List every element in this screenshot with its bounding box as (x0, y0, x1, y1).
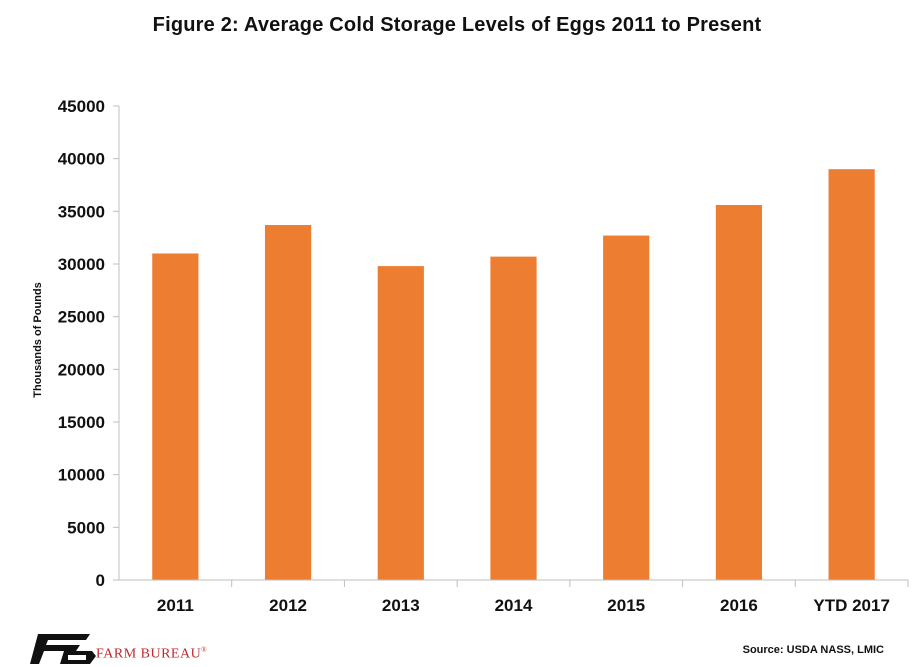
bar-2014 (490, 256, 537, 580)
y-tick-label: 35000 (58, 202, 105, 221)
bar-2015 (603, 235, 650, 580)
x-tick-label: 2011 (157, 596, 194, 615)
y-tick-label: 25000 (58, 308, 105, 327)
farm-bureau-wordmark: FARM BUREAU® (96, 646, 208, 662)
x-tick-label: 2015 (607, 596, 645, 615)
bar-2011 (152, 253, 199, 580)
x-tick-label: 2014 (495, 596, 533, 615)
y-tick-label: 5000 (67, 518, 105, 537)
y-tick-label: 10000 (58, 466, 105, 485)
y-tick-label: 45000 (58, 97, 105, 116)
y-tick-label: 20000 (58, 360, 105, 379)
chart-title: Figure 2: Average Cold Storage Levels of… (152, 14, 762, 36)
bar-2012 (264, 225, 312, 580)
bar-2013 (377, 266, 424, 580)
y-tick-label: 40000 (58, 150, 105, 169)
x-tick-label: 2013 (382, 596, 420, 615)
source-note: Source: USDA NASS, LMIC (742, 644, 884, 656)
y-tick-label: 0 (96, 571, 105, 590)
farm-bureau-logo (30, 634, 96, 664)
x-tick-label: 2016 (720, 596, 758, 615)
x-tick-label: 2012 (269, 596, 307, 615)
bar-2016 (715, 205, 763, 580)
fb-logo-icon (30, 634, 96, 664)
y-axis-label: Thousands of Pounds (32, 282, 44, 398)
y-tick-label: 30000 (58, 255, 105, 274)
bar-ytd-2017 (828, 169, 875, 580)
y-tick-label: 15000 (58, 413, 105, 432)
x-tick-label: YTD 2017 (813, 596, 890, 615)
